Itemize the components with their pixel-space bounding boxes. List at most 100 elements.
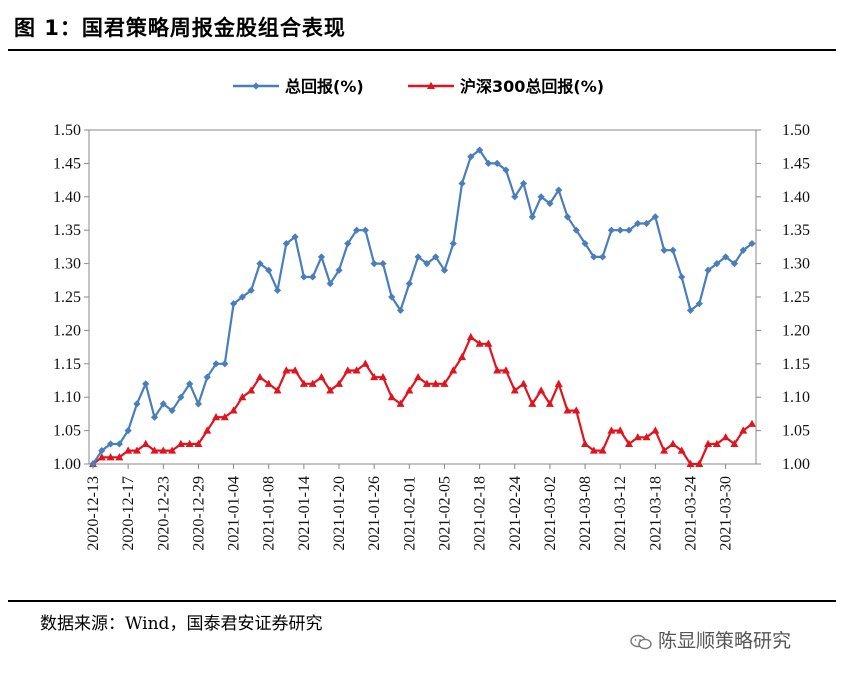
data-point: [405, 280, 413, 288]
data-point: [519, 179, 528, 188]
data-point: [589, 446, 598, 454]
data-point: [537, 386, 546, 394]
data-point: [141, 439, 150, 447]
legend-marker: [427, 81, 435, 89]
chart-legend: 总回报(%) 沪深300总回报(%): [233, 77, 604, 96]
chart-series: [89, 146, 756, 468]
data-point: [739, 426, 748, 434]
data-point: [203, 426, 212, 434]
data-point: [431, 379, 440, 387]
data-point: [133, 400, 141, 408]
data-point: [616, 426, 625, 434]
y-tick-label: 1.35: [53, 222, 81, 239]
y-tick-label: 1.45: [53, 155, 81, 172]
data-point: [115, 453, 124, 461]
data-point: [467, 153, 475, 161]
data-point: [422, 379, 431, 387]
data-point: [722, 253, 730, 261]
data-point: [668, 439, 677, 447]
data-point: [265, 266, 273, 274]
data-point: [308, 379, 317, 387]
data-point: [651, 213, 659, 221]
data-point: [255, 372, 264, 381]
data-point: [177, 393, 185, 401]
data-point: [291, 233, 299, 241]
data-point: [247, 386, 256, 394]
data-point: [370, 260, 378, 268]
data-point: [238, 393, 247, 401]
data-point: [554, 379, 563, 387]
data-point: [159, 400, 167, 408]
data-point: [493, 366, 502, 374]
y-tick-label: 1.40: [53, 189, 81, 206]
data-point: [89, 460, 97, 468]
data-point: [739, 246, 747, 254]
x-axis-labels: 2020-12-13 2020-12-17 2020-12-23 2020-12-29…: [85, 476, 735, 551]
data-point: [361, 226, 369, 234]
x-tick-label: 2021-01-26: [366, 476, 383, 551]
data-point: [502, 166, 510, 174]
data-point: [115, 440, 123, 448]
data-point: [510, 386, 519, 394]
x-tick-label: 2021-03-08: [577, 476, 594, 551]
data-point: [378, 372, 387, 381]
data-point: [660, 446, 669, 454]
data-point: [677, 446, 686, 454]
y2-tick-label: 1.15: [782, 356, 810, 373]
data-point: [695, 459, 704, 467]
chart-axes: 1.00 1.00 1.05 1.05 1.10 1.10 1.15 1.15 1.20 1.20…: [53, 122, 810, 473]
data-point: [326, 386, 335, 394]
data-point: [748, 419, 756, 427]
data-point: [343, 366, 352, 374]
watermark-text: 陈显顺策略研究: [658, 630, 792, 652]
x-tick-label: 2020-12-13: [85, 476, 102, 551]
data-point: [97, 453, 106, 461]
data-point: [221, 360, 229, 368]
data-point: [695, 300, 703, 308]
data-point: [317, 253, 326, 261]
data-point: [168, 406, 176, 415]
data-point: [379, 260, 387, 268]
x-tick-label: 2021-01-14: [296, 476, 313, 551]
data-point: [220, 413, 229, 421]
line-chart: 总回报(%) 沪深300总回报(%) 1.00 1.001.05 1.051.10 1.…: [53, 77, 810, 551]
y2-tick-label: 1.20: [782, 322, 810, 339]
x-tick-label: 2021-01-04: [226, 476, 243, 551]
data-point: [545, 399, 554, 407]
data-point: [528, 213, 536, 221]
y2-tick-label: 1.35: [782, 222, 810, 239]
data-point: [273, 286, 282, 294]
data-point: [282, 239, 290, 248]
data-point: [106, 440, 115, 448]
data-point: [669, 246, 677, 254]
data-point: [686, 459, 695, 467]
data-point: [625, 226, 633, 234]
data-point: [642, 219, 651, 228]
legend-label: 总回报(%): [285, 77, 364, 96]
x-tick-label: 2021-01-08: [261, 476, 278, 551]
data-point: [475, 339, 484, 347]
top-divider: [8, 49, 836, 51]
data-point: [704, 266, 712, 274]
x-tick-label: 2020-12-23: [155, 476, 172, 551]
data-point: [132, 446, 141, 454]
wechat-icon: [630, 634, 652, 649]
x-tick-label: 2021-03-30: [718, 476, 735, 551]
legend-marker: [252, 82, 260, 90]
series-line: [92, 148, 753, 465]
data-point: [414, 372, 423, 381]
data-point: [150, 413, 159, 421]
data-point: [396, 306, 405, 314]
data-point: [572, 226, 580, 234]
data-point: [511, 193, 519, 201]
page-title: 图 1：国君策略周报金股组合表现: [14, 16, 346, 40]
y-tick-label: 1.15: [53, 356, 81, 373]
x-tick-label: 2021-01-20: [331, 476, 348, 551]
data-point: [598, 446, 607, 454]
data-point: [730, 439, 739, 447]
data-point: [563, 406, 572, 414]
y2-tick-label: 1.30: [782, 256, 810, 273]
data-point: [361, 359, 370, 367]
data-point: [633, 433, 642, 441]
data-point: [607, 226, 616, 234]
